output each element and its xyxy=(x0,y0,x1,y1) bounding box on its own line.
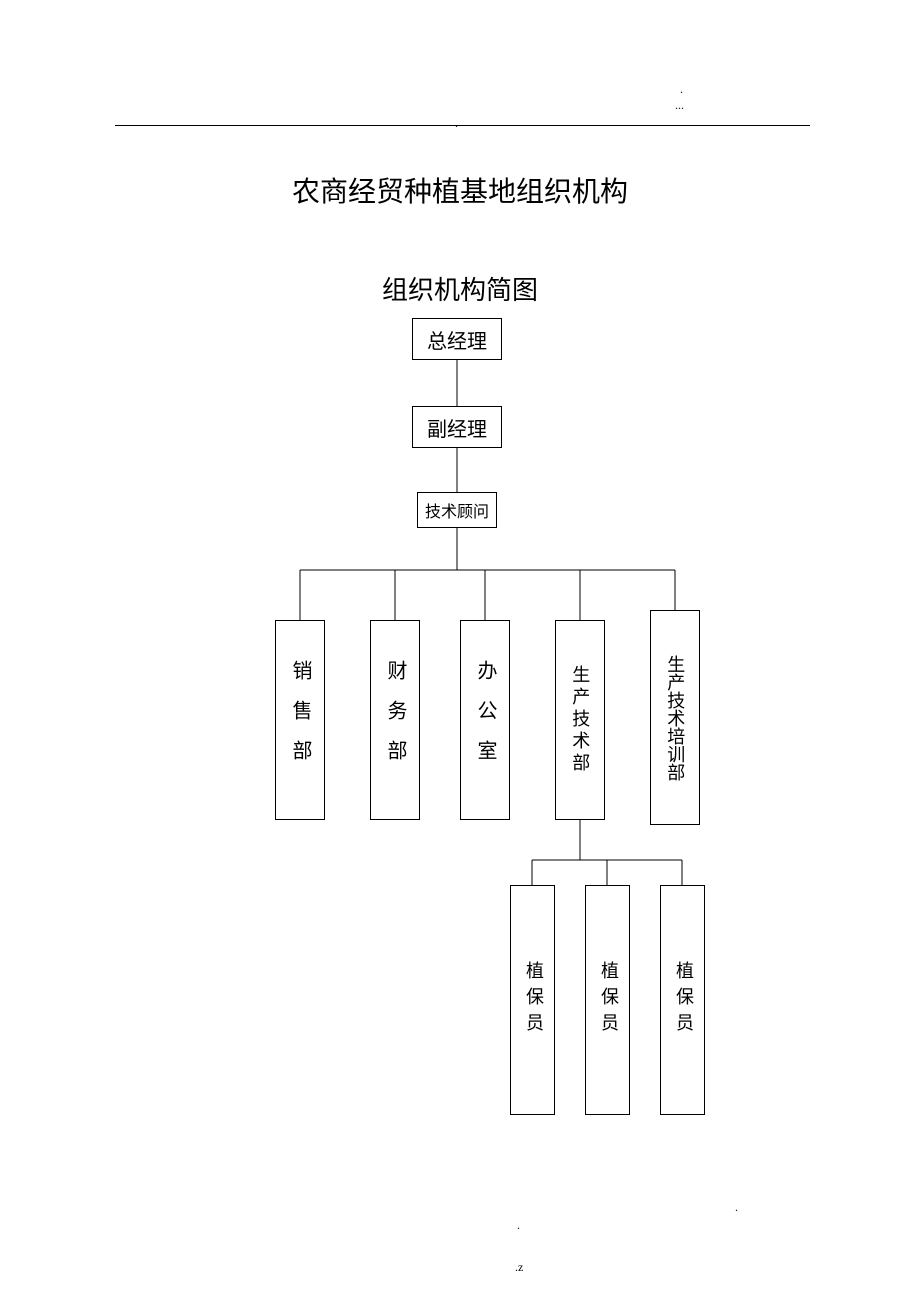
footer-text: .z xyxy=(515,1260,523,1275)
node-plant-protector-3: 植保员 xyxy=(660,885,705,1115)
node-production-tech-dept: 生产技术部 xyxy=(555,620,605,820)
node-sales-dept: 销售部 xyxy=(275,620,325,820)
node-production-tech-training-dept: 生产技术培训部 xyxy=(650,610,700,825)
header-dot: ... xyxy=(675,98,684,113)
node-plant-protector-1: 植保员 xyxy=(510,885,555,1115)
node-plant-protector-2: 植保员 xyxy=(585,885,630,1115)
header-divider xyxy=(115,125,810,126)
main-title: 农商经贸种植基地组织机构 xyxy=(0,170,920,210)
node-general-manager: 总经理 xyxy=(412,318,502,360)
footer-dot: . xyxy=(517,1218,520,1233)
node-technical-advisor: 技术顾问 xyxy=(417,492,497,528)
header-dot: . xyxy=(680,82,683,97)
header-dot: . xyxy=(455,116,458,131)
node-deputy-manager: 副经理 xyxy=(412,406,502,448)
node-finance-dept: 财务部 xyxy=(370,620,420,820)
node-office: 办公室 xyxy=(460,620,510,820)
footer-dot: . xyxy=(735,1200,738,1215)
sub-title: 组织机构简图 xyxy=(0,270,920,307)
